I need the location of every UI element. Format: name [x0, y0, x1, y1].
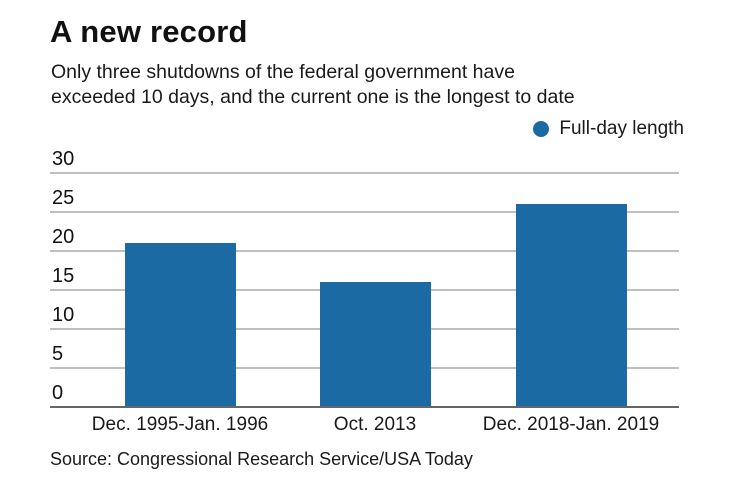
y-tick-label: 0	[52, 382, 64, 404]
chart-subtitle-line-2: exceeded 10 days, and the current one is…	[51, 85, 575, 108]
legend-circle-marker-icon	[533, 121, 550, 137]
gridline	[50, 250, 679, 252]
plot-area: 0 5 10 15 20 25 30	[50, 149, 679, 408]
bar-3	[515, 204, 627, 407]
chart-subtitle-line-1: Only three shutdowns of the federal gove…	[51, 61, 515, 83]
y-tick-label: 5	[52, 343, 64, 365]
x-axis-line	[50, 406, 679, 408]
legend: Full-day length	[533, 117, 684, 141]
x-tick-label: Oct. 2013	[333, 414, 417, 435]
y-tick-label: 30	[52, 148, 75, 170]
bar-1	[124, 243, 236, 407]
x-tick-label: Dec. 2018-Jan. 2019	[482, 414, 660, 435]
y-tick-label: 25	[52, 187, 75, 209]
chart-subtitle: Only three shutdowns of the federal gove…	[51, 60, 575, 109]
y-tick-label: 10	[52, 304, 75, 326]
chart-title: A new record	[50, 14, 248, 49]
gridline	[50, 211, 679, 213]
y-tick-label: 15	[52, 265, 75, 287]
source-note: Source: Congressional Research Service/U…	[50, 449, 473, 469]
legend-label: Full-day length	[559, 118, 684, 139]
x-axis-labels: Dec. 1995-Jan. 1996 Oct. 2013 Dec. 2018-Ja…	[50, 414, 679, 438]
bar-2	[319, 282, 431, 407]
y-tick-label: 20	[52, 226, 75, 248]
gridline	[50, 172, 679, 174]
x-tick-label: Dec. 1995-Jan. 1996	[91, 414, 269, 435]
